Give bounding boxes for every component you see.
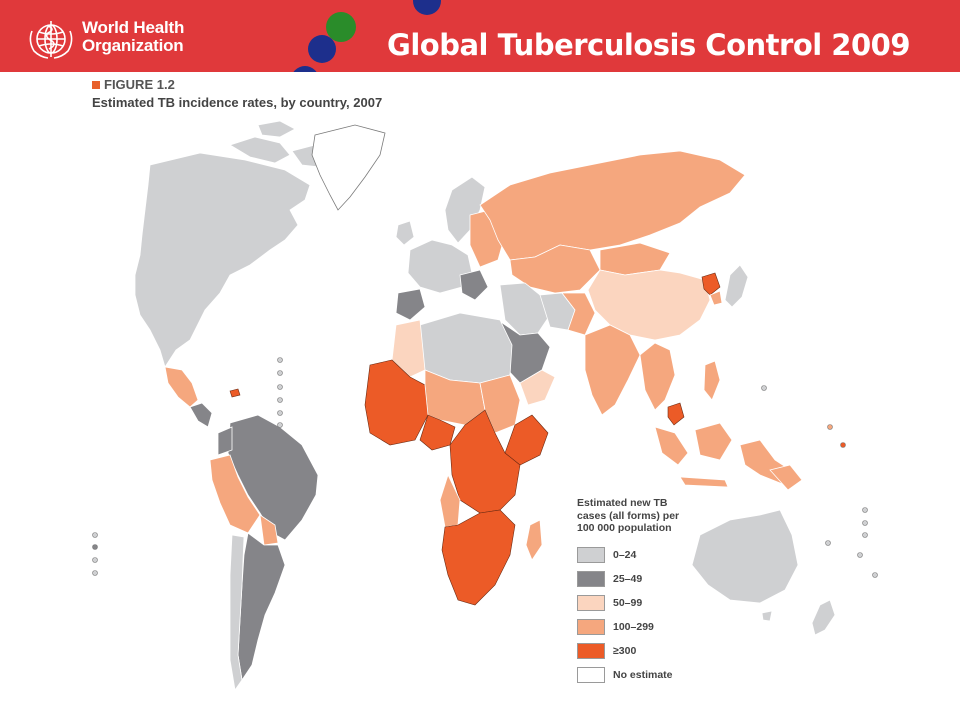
region-argentina	[237, 532, 286, 682]
region-south-america-north	[227, 414, 319, 541]
region-cambodia	[667, 402, 685, 426]
legend-label: 0–24	[613, 548, 637, 561]
legend-swatch	[577, 618, 605, 635]
legend-item: 25–49	[577, 567, 727, 591]
region-australia	[691, 509, 799, 604]
region-central-asia	[509, 244, 601, 294]
region-japan	[724, 264, 749, 308]
region-caribbean-haiti	[229, 388, 241, 398]
legend-label: ≥300	[613, 644, 637, 657]
region-china	[587, 269, 711, 341]
who-emblem-icon	[29, 21, 73, 59]
legend-swatch	[577, 642, 605, 659]
region-new-zealand	[811, 599, 836, 636]
legend-title: Estimated new TB cases (all forms) per 1…	[577, 497, 680, 534]
region-indonesia-borneo	[694, 422, 733, 461]
legend-swatch	[577, 594, 605, 611]
legend-item: No estimate	[577, 663, 727, 687]
org-name-line1: World Health	[82, 18, 185, 37]
world-map: .g0 { fill: #cfd0d2; stroke: #ffffff; st…	[92, 120, 878, 692]
region-middle-east	[499, 282, 551, 336]
region-indonesia-java	[679, 476, 729, 488]
figure-marker	[92, 81, 100, 89]
region-peru-bolivia	[209, 454, 261, 534]
legend-label: 25–49	[613, 572, 643, 585]
region-central-america	[189, 402, 213, 428]
header-bar: World Health Organization Global Tubercu…	[0, 0, 960, 72]
region-west-africa	[364, 359, 429, 446]
legend-swatch	[577, 666, 605, 683]
region-southern-africa	[441, 509, 516, 606]
region-chile	[229, 534, 245, 692]
region-north-america	[134, 152, 311, 368]
figure-label: FIGURE 1.2	[92, 77, 175, 92]
region-paraguay	[259, 514, 279, 546]
who-wordmark: World Health Organization	[82, 19, 184, 55]
island-markers	[92, 357, 878, 578]
region-philippines	[703, 360, 721, 401]
legend-item: ≥300	[577, 639, 727, 663]
region-uk	[395, 220, 415, 246]
legend-swatch	[577, 570, 605, 587]
legend-item: 50–99	[577, 591, 727, 615]
org-name-line2: Organization	[82, 36, 184, 55]
legend-label: 100–299	[613, 620, 654, 633]
region-indonesia-west	[654, 426, 689, 466]
map-legend: Estimated new TB cases (all forms) per 1…	[577, 497, 727, 687]
region-iberia	[395, 288, 426, 321]
region-papua-new-guinea	[769, 464, 803, 491]
legend-item: 0–24	[577, 543, 727, 567]
region-mexico	[164, 366, 199, 408]
region-tasmania	[761, 610, 773, 622]
region-greenland	[311, 124, 386, 211]
region-morocco-algeria	[391, 319, 426, 378]
figure-label-text: FIGURE 1.2	[104, 77, 175, 92]
region-central-africa	[449, 409, 521, 514]
region-balkans	[459, 269, 489, 301]
region-india	[584, 324, 641, 416]
slide-title: Global Tuberculosis Control 2009	[387, 28, 910, 62]
region-ecuador-colombia	[217, 426, 233, 456]
region-south-korea	[709, 290, 723, 306]
region-southeast-asia	[639, 342, 676, 411]
region-north-korea	[701, 272, 721, 296]
legend-swatch	[577, 546, 605, 563]
region-yemen-oman	[519, 369, 556, 406]
legend-label: 50–99	[613, 596, 643, 609]
region-madagascar	[525, 519, 543, 561]
figure-caption: Estimated TB incidence rates, by country…	[92, 95, 383, 110]
legend-item: 100–299	[577, 615, 727, 639]
decorative-dots	[293, 0, 441, 72]
region-russia	[479, 150, 746, 261]
legend-label: No estimate	[613, 668, 673, 681]
